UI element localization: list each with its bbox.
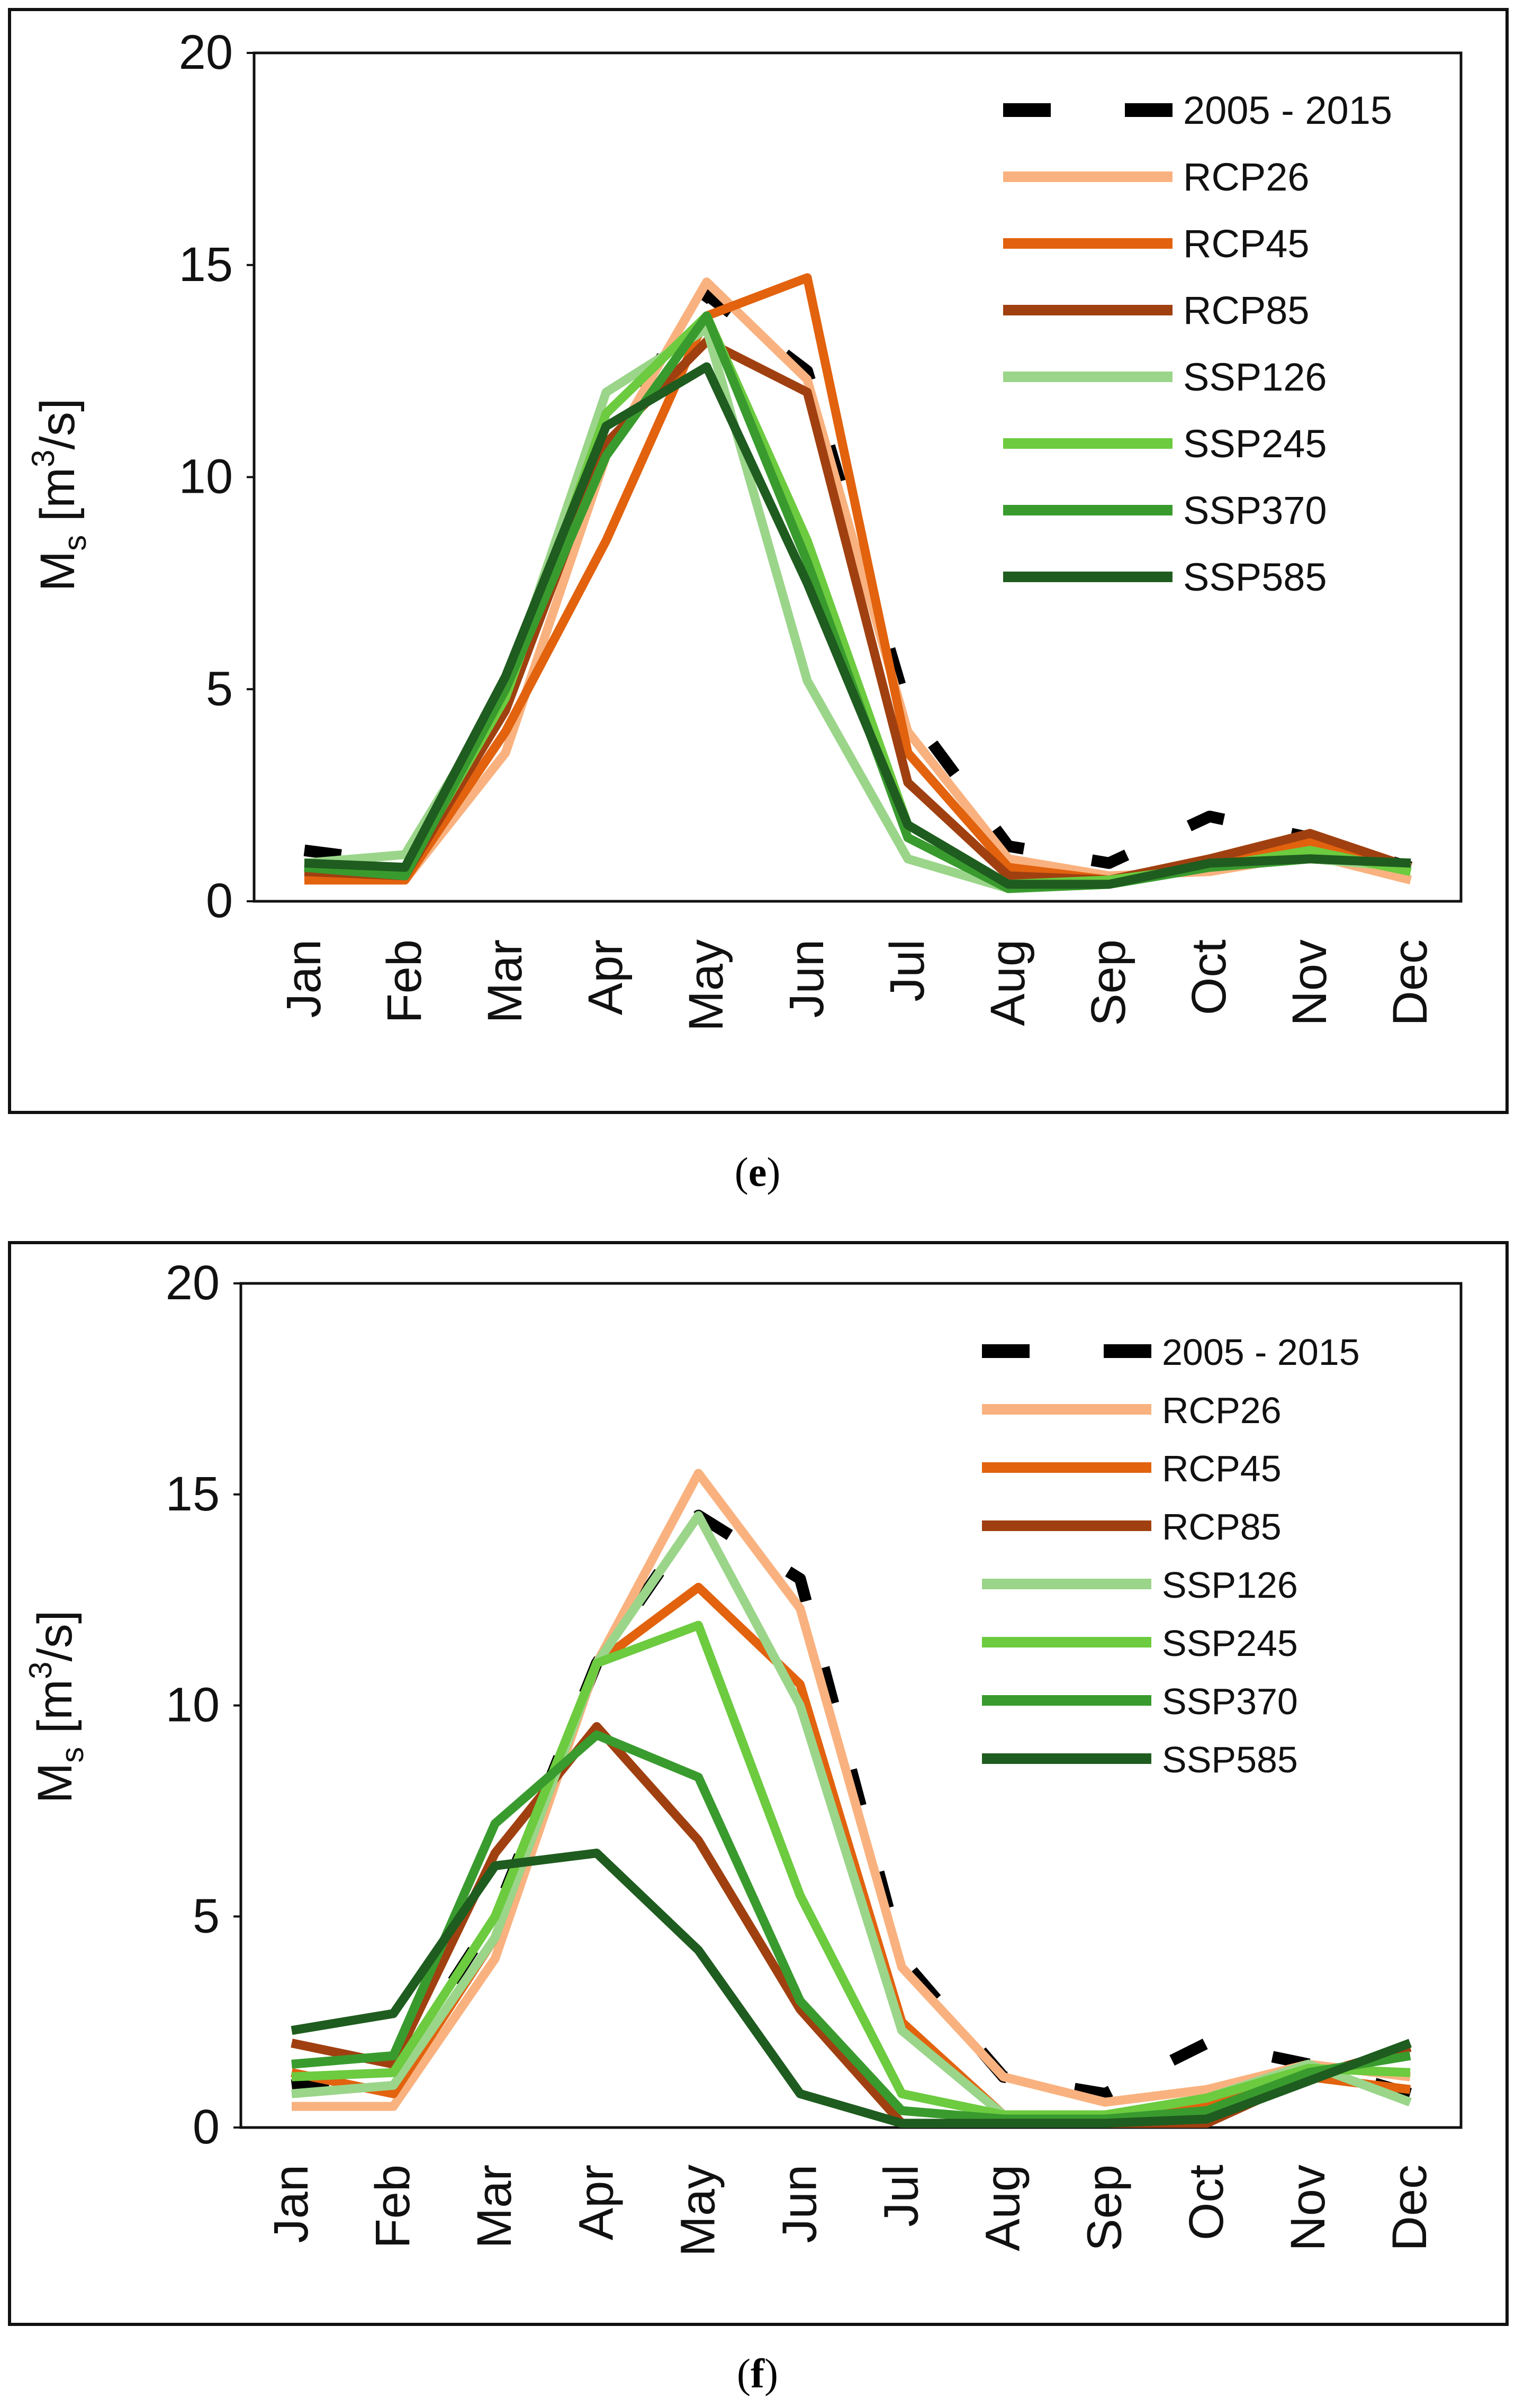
x-tick-label: Nov — [1281, 2165, 1335, 2251]
series-line-SSP585 — [291, 1849, 1412, 2128]
x-tick-label: Apr — [569, 2165, 623, 2240]
series-line-SSP585 — [304, 362, 1411, 889]
y-axis-title-part: /s] — [31, 399, 85, 450]
x-tick-label: Dec — [1383, 939, 1437, 1026]
y-axis-title-part: 3 — [23, 1662, 58, 1679]
x-tick-label: Aug — [976, 2165, 1030, 2251]
y-tick-label: 10 — [179, 450, 233, 504]
x-tick-label: Jul — [880, 939, 934, 1002]
legend-label: SSP126 — [1162, 1564, 1298, 1606]
y-tick-label: 20 — [179, 25, 233, 79]
x-tick-label: Feb — [377, 939, 431, 1024]
legend-label: RCP85 — [1162, 1506, 1282, 1547]
x-tick-label: Feb — [366, 2165, 420, 2249]
legend-label: SSP585 — [1183, 555, 1327, 599]
y-axis-title-part: 3 — [25, 450, 61, 467]
caption-e-label: e — [748, 1149, 767, 1195]
chart-panel-f: 0 5 10 15 20 Jan Feb Mar Apr May Jun Jul Aug Sep Oct No… — [8, 1241, 1509, 2326]
y-axis-title-part: /s] — [28, 1610, 82, 1662]
y-axis-title-part: s — [55, 1747, 90, 1763]
legend-label: RCP45 — [1183, 222, 1310, 266]
legend-label: RCP45 — [1162, 1448, 1282, 1489]
y-tick-label: 5 — [193, 1889, 220, 1943]
x-tick-label: Apr — [579, 939, 633, 1015]
legend-label: SSP126 — [1183, 355, 1327, 399]
y-tick-label: 0 — [206, 874, 233, 928]
x-tick-label: Nov — [1283, 939, 1337, 1026]
y-tick-label: 0 — [193, 2100, 220, 2154]
x-tick-label: Jan — [277, 939, 331, 1018]
legend-label: SSP245 — [1162, 1623, 1298, 1664]
y-axis-title-part: s — [57, 535, 93, 551]
x-tick-label: Jan — [264, 2165, 318, 2243]
y-axis-title-part: M — [31, 551, 85, 592]
y-axis-title-part: [m — [28, 1679, 82, 1747]
series-line-RCP85 — [304, 337, 1412, 885]
series-line-SSP245 — [291, 1621, 1411, 2120]
x-tick-label: Jun — [780, 939, 834, 1018]
legend-label: SSP370 — [1183, 488, 1327, 532]
x-tick-label: May — [679, 939, 733, 1031]
legend-label: SSP245 — [1183, 422, 1327, 466]
x-tick-label: Oct — [1179, 2165, 1233, 2240]
y-axis-title-part: M — [28, 1763, 82, 1804]
caption-e: (e) — [734, 1149, 781, 1195]
x-tick-label: Jul — [874, 2165, 928, 2227]
y-axis-title-part: [m — [31, 467, 85, 535]
y-axis-title: Ms [m3/s] — [23, 1610, 90, 1804]
series-line-SSP370 — [291, 1730, 1411, 2124]
y-axis-title: Ms [m3/s] — [25, 399, 93, 592]
x-tick-label: May — [671, 2165, 725, 2257]
caption-f-label: f — [751, 2350, 764, 2396]
y-tick-label: 15 — [166, 1467, 220, 1521]
caption-f: (f) — [737, 2350, 778, 2396]
line-chart-e: 0 5 10 15 20 Jan Feb Mar Apr May Jun Jul Aug Sep Oct No… — [25, 25, 1463, 1031]
x-tick-label: Mar — [478, 939, 532, 1023]
chart-panel-e: 0 5 10 15 20 Jan Feb Mar Apr May Jun Jul Aug Sep Oct No… — [8, 8, 1509, 1114]
y-tick-label: 10 — [166, 1678, 220, 1732]
x-tick-label: Dec — [1383, 2165, 1437, 2251]
legend-label: 2005 - 2015 — [1162, 1332, 1360, 1373]
legend-label: RCP85 — [1183, 288, 1310, 332]
panel-frame-f — [8, 1241, 1509, 2326]
legend-label: 2005 - 2015 — [1183, 88, 1392, 132]
legend-label: SSP585 — [1162, 1739, 1298, 1780]
y-tick-label: 20 — [166, 1256, 220, 1310]
x-tick-label: Mar — [467, 2165, 521, 2248]
line-chart-f: 0 5 10 15 20 Jan Feb Mar Apr May Jun Jul Aug Sep Oct No… — [23, 1256, 1463, 2257]
x-tick-label: Oct — [1182, 939, 1236, 1015]
series-line-RCP26 — [292, 1469, 1411, 2111]
x-tick-label: Sep — [1081, 939, 1135, 1026]
y-tick-label: 15 — [179, 238, 233, 292]
x-tick-label: Jun — [772, 2165, 826, 2243]
legend-label: RCP26 — [1183, 155, 1310, 199]
legend-label: SSP370 — [1162, 1681, 1298, 1722]
x-tick-label: Aug — [981, 939, 1035, 1026]
x-tick-label: Sep — [1078, 2165, 1132, 2251]
legend-label: RCP26 — [1162, 1390, 1282, 1431]
panel-frame-e — [8, 8, 1509, 1114]
series-line-RCP45 — [291, 1582, 1411, 2120]
y-tick-label: 5 — [206, 662, 233, 716]
